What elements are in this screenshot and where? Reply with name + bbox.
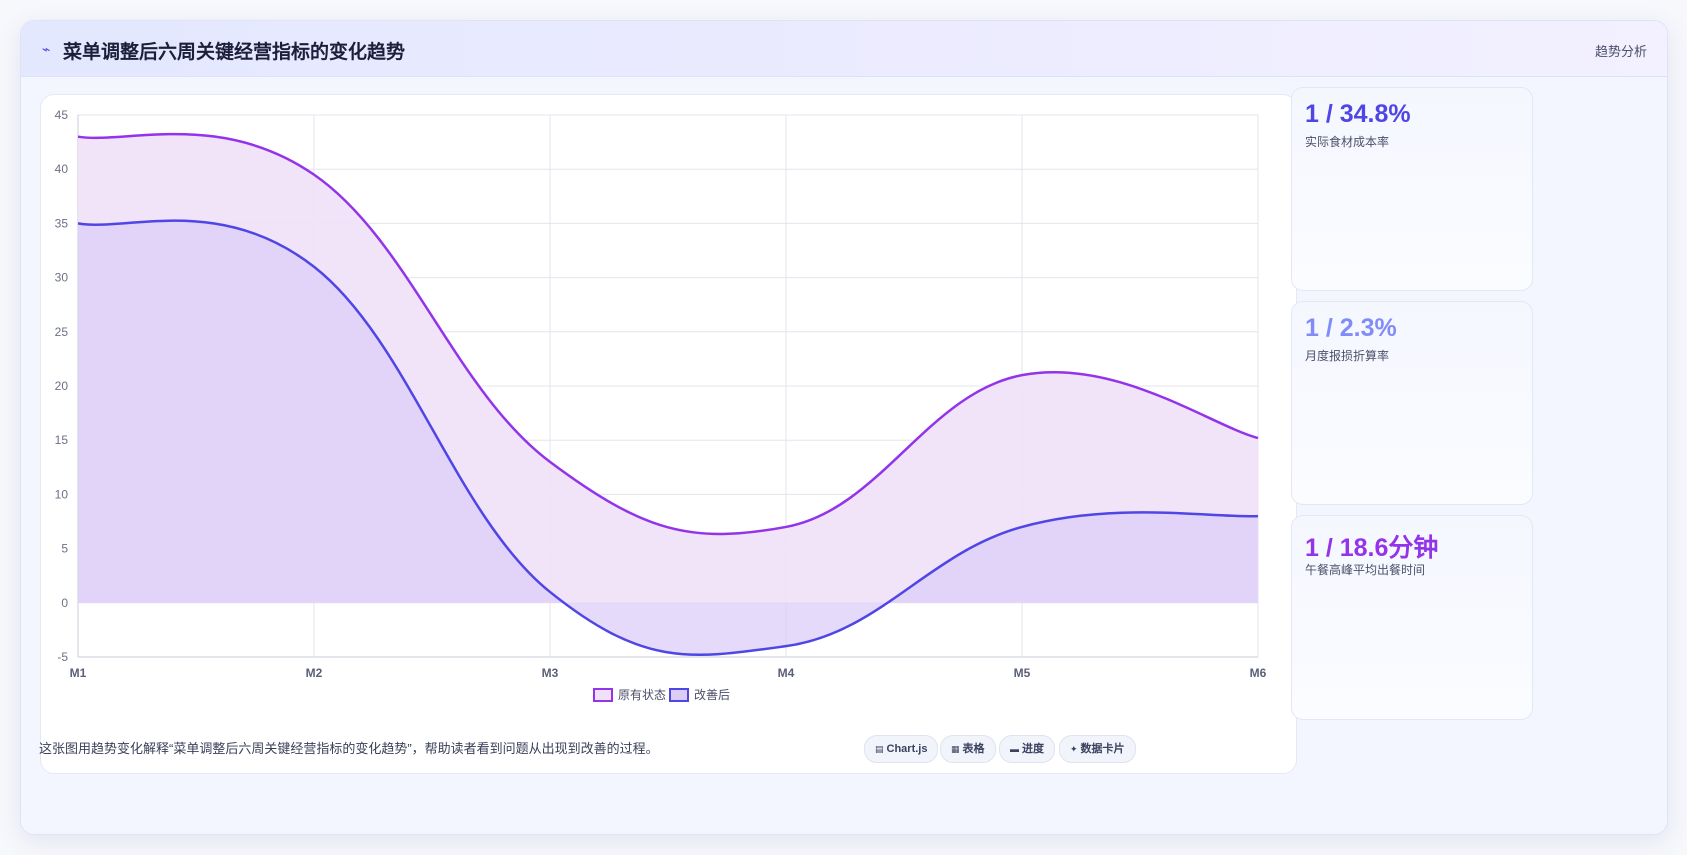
chip-label: 数据卡片 bbox=[1080, 743, 1125, 755]
chip-chartjs[interactable]: ▤ Chart.js bbox=[864, 735, 939, 763]
dashboard-card: ⌁ 菜单调整后六周关键经营指标的变化趋势 趋势分析 -5 0 5 10 15 20 25 30… bbox=[20, 20, 1668, 835]
x-tick-label: M6 bbox=[1250, 666, 1267, 680]
y-tick-label: 40 bbox=[55, 162, 69, 176]
chart-panel: -5 0 5 10 15 20 25 30 35 40 45 M1 M2 M3 M4 M5 M6 原有状态 改善后 bbox=[40, 94, 1297, 774]
chip-label: 进度 bbox=[1022, 743, 1044, 755]
y-tick-label: 35 bbox=[55, 216, 69, 230]
y-tick-label: 20 bbox=[55, 379, 69, 393]
series-line bbox=[77, 219, 1259, 657]
legend-swatch bbox=[669, 688, 689, 702]
x-tick-label: M1 bbox=[70, 666, 87, 680]
stat-label: 实际食材成本率 bbox=[1305, 135, 1390, 149]
stat-card-serving-time: 1 / 18.6分钟 午餐高峰平均出餐时间 bbox=[1291, 515, 1533, 720]
legend-label: 改善后 bbox=[694, 687, 730, 702]
chart-icon: ▤ bbox=[875, 744, 884, 754]
x-tick-label: M5 bbox=[1014, 666, 1031, 680]
y-tick-label: 5 bbox=[61, 542, 68, 556]
sparkle-icon: ✦ bbox=[1070, 744, 1078, 754]
header-tag: 趋势分析 bbox=[1594, 44, 1647, 59]
legend-label: 原有状态 bbox=[618, 688, 666, 702]
stat-label: 午餐高峰平均出餐时间 bbox=[1305, 563, 1426, 577]
x-tick-label: M4 bbox=[778, 666, 795, 680]
y-tick-label: 15 bbox=[55, 433, 69, 447]
stat-label: 月度报损折算率 bbox=[1305, 349, 1390, 363]
table-icon: ▦ bbox=[951, 744, 960, 754]
footer-description: 这张图用趋势变化解释“菜单调整后六周关键经营指标的变化趋势”，帮助读者看到问题从… bbox=[39, 741, 659, 756]
x-tick-label: M3 bbox=[542, 666, 559, 680]
chip-data-card[interactable]: ✦ 数据卡片 bbox=[1059, 735, 1136, 763]
chip-table[interactable]: ▦ 表格 bbox=[940, 735, 996, 763]
y-tick-label: 45 bbox=[55, 108, 69, 122]
stat-value: 1 / 18.6分钟 bbox=[1305, 534, 1439, 562]
card-header: ⌁ 菜单调整后六周关键经营指标的变化趋势 趋势分析 bbox=[21, 21, 1667, 77]
stat-card-food-cost: 1 / 34.8% 实际食材成本率 bbox=[1291, 87, 1533, 291]
y-tick-label: 30 bbox=[55, 271, 69, 285]
chip-progress[interactable]: ▬ 进度 bbox=[999, 735, 1055, 763]
stat-value: 1 / 34.8% bbox=[1305, 100, 1411, 128]
stat-value: 1 / 2.3% bbox=[1305, 314, 1397, 342]
page-title: 菜单调整后六周关键经营指标的变化趋势 bbox=[63, 42, 406, 63]
y-tick-label: 10 bbox=[55, 487, 69, 501]
chip-label: 表格 bbox=[962, 743, 985, 755]
stat-card-waste-rate: 1 / 2.3% 月度报损折算率 bbox=[1291, 301, 1533, 505]
y-tick-label: 0 bbox=[61, 596, 68, 610]
y-tick-label: 25 bbox=[55, 325, 69, 339]
x-tick-label: M2 bbox=[306, 666, 323, 680]
chip-label: Chart.js bbox=[886, 743, 928, 755]
area-chart: -5 0 5 10 15 20 25 30 35 40 45 M1 M2 M3 M4 M5 M6 原有状态 改善后 bbox=[55, 108, 1267, 702]
series-line bbox=[77, 132, 1259, 536]
series-area bbox=[78, 220, 1258, 655]
legend-swatch bbox=[593, 688, 613, 702]
y-tick-label: -5 bbox=[57, 650, 68, 664]
trend-line-icon: ⌁ bbox=[42, 41, 51, 57]
progress-icon: ▬ bbox=[1010, 744, 1019, 754]
